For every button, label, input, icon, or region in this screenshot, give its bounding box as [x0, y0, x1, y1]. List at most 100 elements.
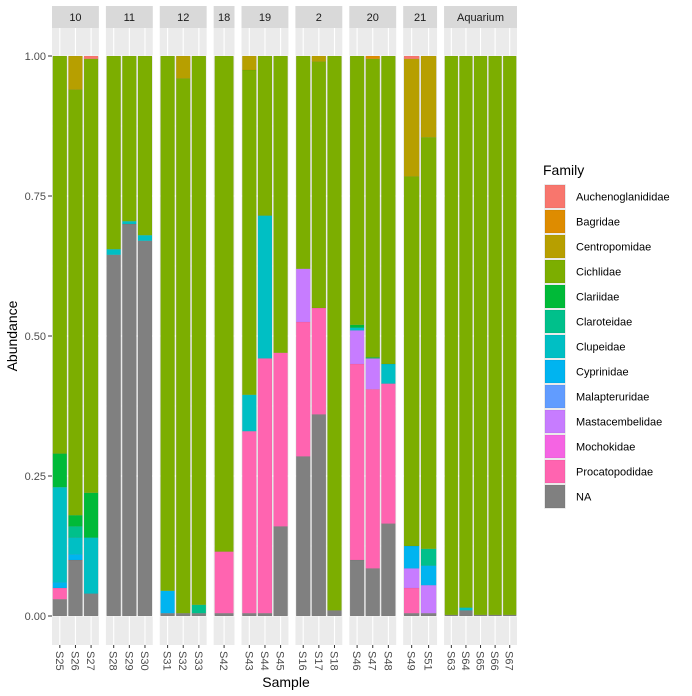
bar-segment-na — [214, 613, 234, 617]
bar-segment-cichlidae — [214, 55, 234, 552]
x-tick-label: S46 — [350, 651, 362, 671]
legend-item-clariidae: Clariidae — [544, 284, 619, 309]
bar-segment-mastacembelidae — [420, 585, 437, 614]
bar-segment-na — [488, 614, 502, 617]
x-tick-label: S51 — [422, 651, 434, 671]
facet-strip — [105, 6, 153, 28]
facet-strip-label: Aquarium — [457, 12, 504, 24]
facet-panel-10: 10 S25 S26 S27 — [52, 6, 99, 671]
bar-segment-cyprinidae — [420, 565, 437, 586]
x-tick-label: S49 — [405, 651, 417, 671]
bar-S65 — [473, 55, 488, 617]
bar-segment-clupeidae — [122, 221, 137, 225]
bar-segment-cichlidae — [273, 55, 288, 353]
legend-label: Mastacembelidae — [576, 417, 662, 429]
x-tick-label: S18 — [327, 651, 339, 671]
bar-segment-cichlidae — [160, 55, 175, 591]
bar-segment-cichlidae — [68, 89, 83, 516]
facet-panel-Aquarium: Aquarium S63 S64 S65 S66 S67 — [444, 6, 517, 671]
bar-segment-na — [68, 559, 83, 617]
bar-S30 — [137, 55, 153, 617]
bar-segment-clariidae — [365, 357, 380, 359]
legend-item-cyprinidae: Cyprinidae — [544, 359, 629, 384]
facet-strip-label: 10 — [69, 12, 81, 24]
bar-S48 — [381, 55, 396, 617]
bar-segment-clupeidae — [349, 327, 365, 331]
bar-segment-auchenoglanididae — [403, 55, 420, 59]
facet-panel-11: 11 S28 S29 S30 — [105, 6, 153, 671]
legend-swatch — [544, 334, 566, 359]
x-axis-title: Sample — [262, 674, 310, 690]
facet-strip-label: 2 — [316, 12, 322, 24]
legend-swatch — [544, 384, 566, 409]
bar-segment-na — [327, 610, 342, 617]
bar-segment-cyprinidae — [52, 582, 67, 589]
facet-strip — [241, 6, 289, 28]
bar-segment-na — [459, 610, 473, 617]
x-tick-label: S45 — [274, 651, 286, 671]
bar-segment-cichlidae — [137, 55, 153, 236]
bar-segment-na — [257, 613, 273, 617]
x-tick-label: S28 — [107, 651, 119, 671]
x-tick-label: S25 — [53, 651, 65, 671]
x-tick-label: S43 — [242, 651, 254, 671]
bar-segment-cichlidae — [122, 55, 137, 222]
bar-segment-mastacembelidae — [349, 330, 365, 365]
x-tick-label: S32 — [176, 651, 188, 671]
bar-segment-procatopodidae — [311, 307, 327, 415]
facet-strip — [349, 6, 397, 28]
x-tick-label: S27 — [84, 651, 96, 671]
bar-segment-clariidae — [68, 515, 83, 527]
bar-segment-claroteidae — [68, 526, 83, 538]
bar-S28 — [106, 55, 121, 617]
facet-strip-label: 19 — [259, 12, 271, 24]
bar-segment-cichlidae — [502, 55, 517, 616]
bar-segment-cichlidae — [296, 55, 311, 269]
bar-segment-centropomidae — [68, 55, 83, 90]
bar-S42 — [214, 55, 234, 617]
legend-label: Malapteruridae — [576, 392, 649, 404]
bar-segment-na — [122, 223, 137, 617]
x-tick-label: S31 — [161, 651, 173, 671]
legend-label: Centropomidae — [576, 242, 651, 254]
bar-segment-procatopodidae — [349, 363, 365, 561]
legend-item-malapteruridae: Malapteruridae — [544, 384, 649, 409]
x-tick-label: S17 — [312, 651, 324, 671]
bar-segment-cyprinidae — [403, 545, 420, 569]
bar-segment-na — [381, 523, 396, 617]
bar-segment-claroteidae — [420, 548, 437, 566]
x-tick-label: S30 — [138, 651, 150, 671]
bar-segment-centropomidae — [242, 55, 257, 71]
bar-segment-clupeidae — [459, 607, 473, 611]
bar-segment-procatopodidae — [52, 587, 67, 600]
bar-S67 — [502, 55, 517, 617]
facet-strip — [159, 6, 207, 28]
bar-segment-procatopodidae — [403, 587, 420, 614]
bar-S17 — [311, 55, 327, 617]
bar-segment-mastacembelidae — [365, 358, 380, 390]
bar-S44 — [257, 55, 273, 617]
bar-segment-na — [420, 613, 437, 617]
y-tick-label: 0.00 — [25, 611, 46, 623]
bar-segment-na — [191, 613, 207, 617]
facet-strip-label: 21 — [414, 12, 426, 24]
legend-swatch — [544, 434, 566, 459]
facet-strip-label: 11 — [124, 12, 135, 24]
x-tick-label: S26 — [68, 651, 80, 671]
y-tick-label: 0.75 — [25, 191, 46, 203]
bar-segment-clupeidae — [257, 215, 273, 359]
bar-segment-na — [365, 568, 380, 617]
legend-label: Clariidae — [576, 292, 619, 304]
bar-S49 — [403, 55, 420, 617]
legend-swatch — [544, 259, 566, 284]
bar-segment-procatopodidae — [365, 389, 380, 569]
bar-segment-clupeidae — [68, 537, 83, 555]
legend-swatch — [544, 359, 566, 384]
bar-segment-na — [176, 613, 191, 617]
bar-segment-procatopodidae — [214, 551, 234, 614]
bar-S45 — [273, 55, 288, 617]
bar-segment-na — [311, 414, 327, 617]
bar-segment-cichlidae — [349, 55, 365, 325]
bar-segment-cichlidae — [311, 61, 327, 309]
